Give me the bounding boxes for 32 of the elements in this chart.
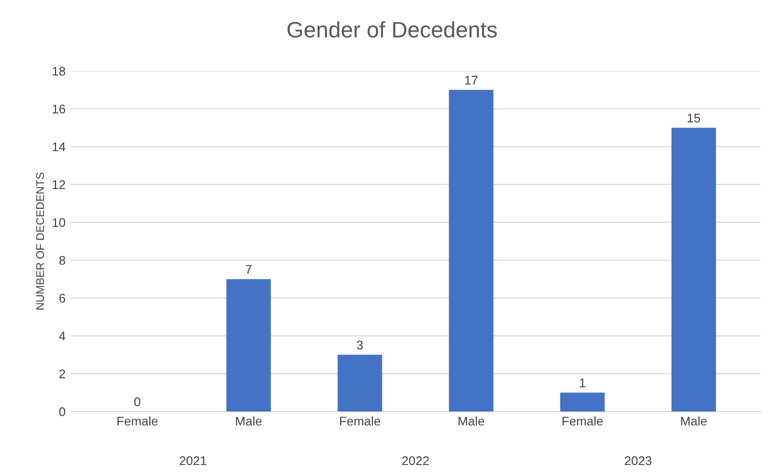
text: 2023 <box>624 456 652 466</box>
bar <box>671 128 716 412</box>
bar <box>226 279 271 412</box>
data-label: 15 <box>688 114 700 122</box>
y-tick-label: 10 <box>52 218 66 227</box>
x-tick-label: Female <box>118 416 158 426</box>
x-tick-label: Male <box>681 416 707 426</box>
y-axis-title: NUMBER OF DECEDENTS <box>36 172 44 310</box>
chart-title: Gender of Decedents <box>288 21 497 38</box>
x-tick-label: Female <box>340 416 380 426</box>
y-tick-label: 16 <box>52 104 66 114</box>
x-tick-label: Female <box>562 416 603 426</box>
y-tick-label: 18 <box>52 66 66 76</box>
text: 2021 <box>180 456 206 466</box>
bar <box>338 354 382 412</box>
data-label: 0 <box>134 397 140 406</box>
x-tick-label: Male <box>236 416 262 426</box>
y-tick-label: 2 <box>59 369 66 378</box>
y-tick-label: 14 <box>52 142 66 152</box>
y-tick-label: 12 <box>52 180 66 189</box>
x-tick-label: Male <box>458 416 484 426</box>
bar <box>448 90 494 412</box>
bar <box>560 392 605 412</box>
y-tick-label: 6 <box>59 294 66 303</box>
data-label: 3 <box>356 340 363 350</box>
data-label: 1 <box>580 378 586 388</box>
data-label: 17 <box>465 76 478 84</box>
data-label: 7 <box>246 265 252 274</box>
y-tick-label: 4 <box>59 332 66 340</box>
text: 2022 <box>402 456 429 466</box>
y-tick-label: 8 <box>59 256 66 265</box>
y-tick-label: 0 <box>59 407 66 416</box>
